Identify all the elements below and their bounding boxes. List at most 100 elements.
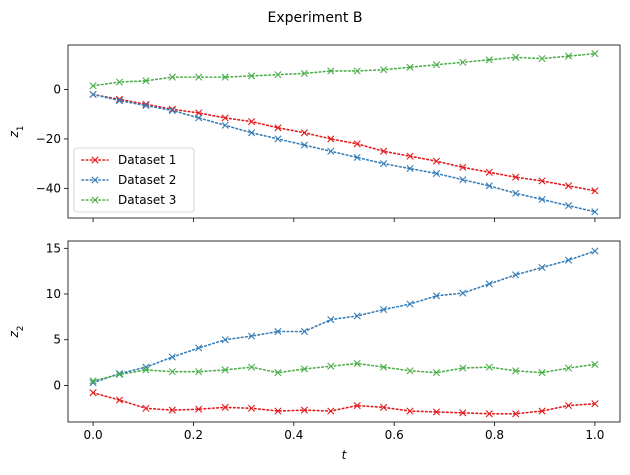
- bottom-panel: 0.0 0.2 0.4 0.6 0.8 1.0 0 5 10 15 z2 t: [7, 240, 621, 462]
- bottom-point-dataset-1: [406, 407, 414, 415]
- top-point-dataset-3: [142, 77, 150, 85]
- top-point-dataset-1: [168, 105, 176, 113]
- bottom-y-tick-label: 10: [46, 287, 61, 301]
- top-point-dataset-3: [432, 61, 441, 69]
- bottom-x-tick-label: 0.8: [485, 428, 504, 442]
- bottom-y-label-sub: 2: [16, 325, 26, 331]
- top-point-dataset-2: [459, 176, 467, 184]
- top-y-tick-label: −20: [36, 132, 61, 146]
- top-point-dataset-1: [432, 157, 441, 165]
- bottom-point-dataset-1: [195, 405, 203, 413]
- legend-label-dataset-3: Dataset 3: [118, 193, 176, 207]
- top-y-label-sub: 1: [16, 125, 26, 131]
- bottom-point-dataset-3: [142, 366, 150, 374]
- bottom-point-dataset-2: [406, 300, 414, 308]
- bottom-point-dataset-1: [353, 401, 361, 410]
- top-point-dataset-3: [564, 52, 573, 60]
- top-point-dataset-1: [564, 182, 573, 190]
- top-point-dataset-3: [247, 72, 256, 80]
- bottom-point-dataset-3: [89, 377, 97, 385]
- bottom-point-dataset-3: [432, 369, 441, 377]
- bottom-series-line-dataset-1: [92, 391, 596, 415]
- top-point-dataset-2: [300, 141, 308, 149]
- bottom-point-dataset-1: [459, 409, 467, 417]
- bottom-point-dataset-2: [538, 263, 546, 272]
- top-axes-frame: [67, 44, 621, 219]
- bottom-point-dataset-1: [142, 404, 150, 412]
- legend-marker-dataset-2: [91, 176, 99, 184]
- bottom-point-dataset-1: [380, 403, 388, 411]
- bottom-point-dataset-2: [195, 344, 203, 352]
- top-point-dataset-2: [512, 189, 520, 197]
- bottom-point-dataset-2: [591, 247, 599, 255]
- bottom-point-dataset-3: [591, 360, 599, 368]
- bottom-point-dataset-1: [485, 410, 493, 418]
- legend-box: [73, 147, 195, 213]
- bottom-point-dataset-1: [168, 406, 176, 414]
- bottom-point-dataset-1: [538, 407, 546, 415]
- top-point-dataset-3: [168, 73, 176, 81]
- top-point-dataset-1: [406, 152, 414, 160]
- top-point-dataset-2: [485, 182, 493, 190]
- legend-item-dataset-2: Dataset 2: [81, 173, 176, 187]
- bottom-point-dataset-2: [327, 316, 335, 324]
- bottom-point-dataset-1: [115, 396, 124, 404]
- top-point-dataset-1: [221, 114, 229, 122]
- top-y-tick-label: 0: [53, 82, 61, 96]
- top-point-dataset-1: [538, 177, 546, 185]
- bottom-point-dataset-2: [168, 353, 176, 361]
- top-point-dataset-2: [247, 129, 256, 137]
- top-point-dataset-2: [538, 195, 546, 204]
- bottom-point-dataset-2: [432, 292, 441, 300]
- bottom-point-dataset-3: [459, 364, 467, 372]
- bottom-point-dataset-2: [380, 305, 388, 314]
- legend: Dataset 1 Dataset 2 Dataset 3: [73, 147, 195, 213]
- bottom-axis-ticks: 0.0 0.2 0.4 0.6 0.8 1.0 0 5 10 15: [46, 241, 605, 442]
- legend-marker-dataset-1: [91, 156, 99, 164]
- top-point-dataset-2: [406, 164, 414, 173]
- bottom-point-dataset-3: [300, 365, 308, 373]
- bottom-x-tick-label: 0.4: [284, 428, 303, 442]
- top-series-line-dataset-1: [92, 93, 596, 192]
- top-point-dataset-3: [353, 67, 361, 75]
- top-point-dataset-1: [380, 147, 388, 155]
- top-point-dataset-3: [538, 55, 546, 63]
- top-point-dataset-3: [512, 53, 520, 61]
- bottom-point-dataset-1: [432, 408, 441, 416]
- bottom-y-axis-label: z2: [7, 325, 26, 338]
- top-point-dataset-2: [353, 153, 361, 162]
- top-point-dataset-3: [380, 66, 388, 74]
- bottom-point-dataset-1: [274, 407, 282, 415]
- bottom-point-dataset-1: [221, 403, 229, 411]
- top-panel: 0 −20 −40 z1 Dataset 1 Dataset 2 Dataset 3: [7, 44, 621, 222]
- bottom-series-line-dataset-2: [92, 250, 596, 384]
- bottom-x-axis-label: t: [342, 448, 348, 462]
- bottom-x-tick-label: 1.0: [585, 428, 604, 442]
- top-point-dataset-2: [564, 202, 573, 210]
- top-series-line-dataset-2: [92, 93, 596, 213]
- bottom-y-tick-label: 5: [53, 333, 61, 347]
- top-point-dataset-3: [327, 67, 335, 75]
- bottom-point-dataset-3: [221, 366, 229, 374]
- bottom-point-dataset-3: [247, 363, 256, 371]
- top-point-dataset-1: [485, 168, 493, 176]
- top-series-line-dataset-3: [92, 52, 596, 87]
- bottom-point-dataset-3: [168, 368, 176, 376]
- bottom-point-dataset-1: [327, 407, 335, 415]
- top-point-dataset-2: [432, 169, 441, 178]
- bottom-plot-marks: [89, 247, 599, 418]
- bottom-point-dataset-2: [300, 327, 308, 336]
- legend-label-dataset-2: Dataset 2: [118, 173, 176, 187]
- bottom-point-dataset-3: [274, 369, 282, 377]
- top-point-dataset-2: [591, 208, 599, 216]
- bottom-x-tick-label: 0.2: [184, 428, 203, 442]
- top-axis-ticks: 0 −20 −40: [36, 82, 596, 222]
- legend-marker-dataset-3: [91, 196, 99, 204]
- bottom-point-dataset-2: [485, 280, 493, 288]
- top-point-dataset-3: [89, 82, 97, 90]
- bottom-series-line-dataset-3: [92, 362, 596, 382]
- top-point-dataset-2: [327, 147, 335, 155]
- top-plot-marks: [89, 50, 599, 216]
- bottom-point-dataset-3: [512, 367, 520, 375]
